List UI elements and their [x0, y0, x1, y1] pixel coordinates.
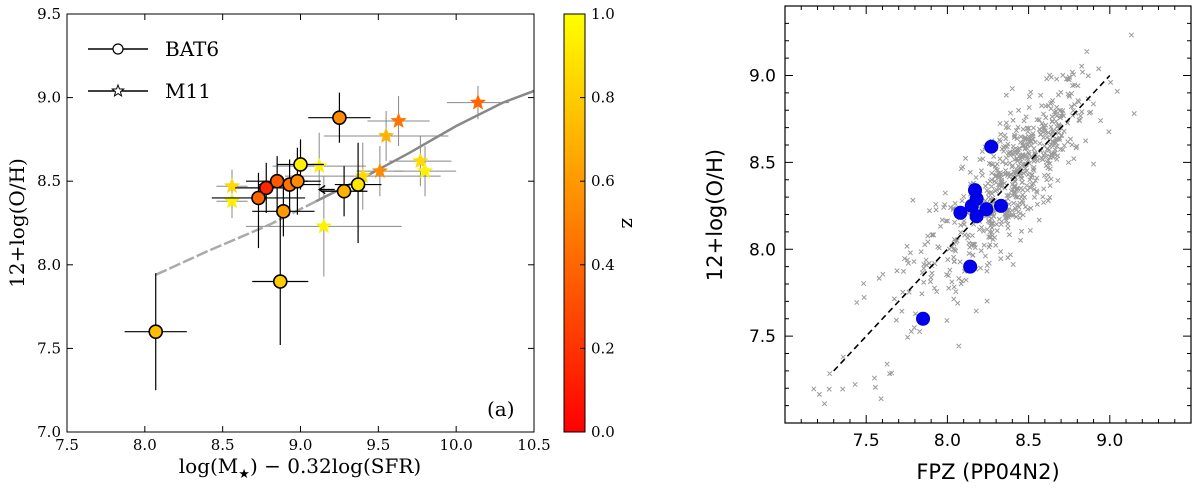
m11-star: [469, 93, 487, 110]
m11-star: [315, 217, 333, 234]
left-x-axis-label: log(M★) − 0.32log(SFR): [179, 454, 421, 482]
bat6-errorbars-layer: [124, 92, 382, 391]
m11-star: [377, 127, 395, 144]
r-y-tick-label: 9.0: [749, 67, 776, 87]
bat6-limit-arrowhead: [317, 184, 326, 195]
bat6-point: [336, 183, 352, 199]
blue-point: [969, 209, 984, 224]
x-tick-label: 9.0: [289, 436, 313, 454]
bat6-point: [332, 110, 347, 125]
right-x-axis-label: FPZ (PP04N2): [916, 460, 1059, 484]
legend-circle-marker: [112, 43, 124, 55]
r-x-tick-label: 8.0: [934, 431, 961, 451]
right-y-axis-label: 12+log(O/H): [703, 149, 727, 281]
left-y-axis-label: 12+log(O/H): [5, 158, 29, 288]
colorbar-tick-label: 0.0: [591, 423, 615, 441]
blue-point: [916, 311, 931, 326]
bat6-point: [258, 180, 274, 196]
x-tick-label: 8.5: [211, 436, 235, 454]
panel-label: (a): [487, 397, 515, 421]
colorbar-tick-label: 0.4: [591, 256, 615, 274]
r-y-tick-label: 8.0: [749, 240, 776, 260]
colorbar-tick-label: 0.8: [591, 89, 615, 107]
legend-label-bat6: BAT6: [165, 37, 219, 61]
bat6-point: [293, 157, 308, 172]
right-panel: 7.5 8.0 8.5 9.0 7.5 8.0 8.5 9.0 FPZ (PP04N2) 12…: [703, 5, 1192, 484]
blue-point: [953, 205, 968, 220]
one-to-one-dashed-line: [833, 74, 1111, 372]
m11-star: [390, 112, 407, 129]
colorbar-tick-label: 0.6: [591, 172, 615, 190]
r-x-tick-label: 7.5: [853, 431, 880, 451]
r-x-tick-label: 9.0: [1096, 431, 1123, 451]
bat6-point: [269, 173, 285, 189]
colorbar-label: z: [617, 218, 641, 229]
r-y-tick-label: 7.5: [749, 327, 776, 347]
right-ticks-layer: 7.5 8.0 8.5 9.0 7.5 8.0 8.5 9.0: [749, 6, 1191, 451]
colorbar-tick-label: 1.0: [591, 5, 615, 23]
bat6-point: [148, 324, 164, 339]
m11-star: [223, 177, 241, 194]
fmr-curve-extrapolated: [155, 200, 317, 276]
y-tick-label: 7.5: [37, 339, 61, 357]
legend-star-marker: [111, 83, 125, 98]
r-x-tick-label: 8.5: [1015, 431, 1042, 451]
colorbar-tick-label: 0.2: [591, 339, 615, 357]
blue-point: [979, 202, 994, 217]
left-plot-frame: [66, 13, 535, 433]
colorbar-gradient: [563, 13, 586, 433]
x-tick-label: 10.0: [439, 436, 472, 454]
blue-point: [963, 259, 978, 274]
bat6-point: [272, 274, 288, 289]
bat6-point: [350, 177, 366, 192]
m11-points-layer: [223, 93, 487, 234]
m11-star: [223, 192, 241, 209]
y-tick-label: 9.0: [37, 89, 61, 107]
blue-point: [984, 139, 999, 154]
legend-label-m11: M11: [165, 79, 211, 103]
x-tick-label: 7.5: [55, 436, 79, 454]
bat6-point: [276, 203, 291, 219]
left-panel: 7.5 8.0 8.5 9.0 9.5 10.0 10.57.07.58.08.59.09.…: [5, 5, 551, 482]
r-y-tick-label: 8.5: [749, 153, 776, 173]
m11-star: [416, 162, 434, 179]
x-tick-label: 9.5: [366, 436, 390, 454]
colorbar: 0.0 0.2 0.4 0.6 0.8 1.0 z: [563, 5, 641, 441]
blue-point: [993, 198, 1008, 213]
m11-star: [371, 162, 389, 179]
blue-points-layer: [916, 139, 1008, 326]
x-tick-label: 8.0: [133, 436, 157, 454]
m11-star: [412, 152, 429, 169]
m11-star: [310, 157, 328, 174]
bat6-point: [251, 190, 266, 206]
y-tick-label: 7.0: [37, 423, 61, 441]
y-tick-label: 8.5: [37, 172, 61, 190]
bat6-point: [290, 173, 305, 189]
y-tick-label: 9.5: [37, 5, 61, 23]
blue-point: [968, 183, 983, 198]
x-tick-label: 10.5: [517, 436, 550, 454]
left-ticks-layer: 7.5 8.0 8.5 9.0 9.5 10.0 10.57.07.58.08.59.09.…: [37, 5, 551, 454]
bat6-points-layer: [148, 110, 366, 339]
left-legend: BAT6 M11: [88, 37, 219, 103]
colorbar-ticks-layer: 0.0 0.2 0.4 0.6 0.8 1.0: [580, 5, 615, 441]
y-tick-label: 8.0: [37, 256, 61, 274]
